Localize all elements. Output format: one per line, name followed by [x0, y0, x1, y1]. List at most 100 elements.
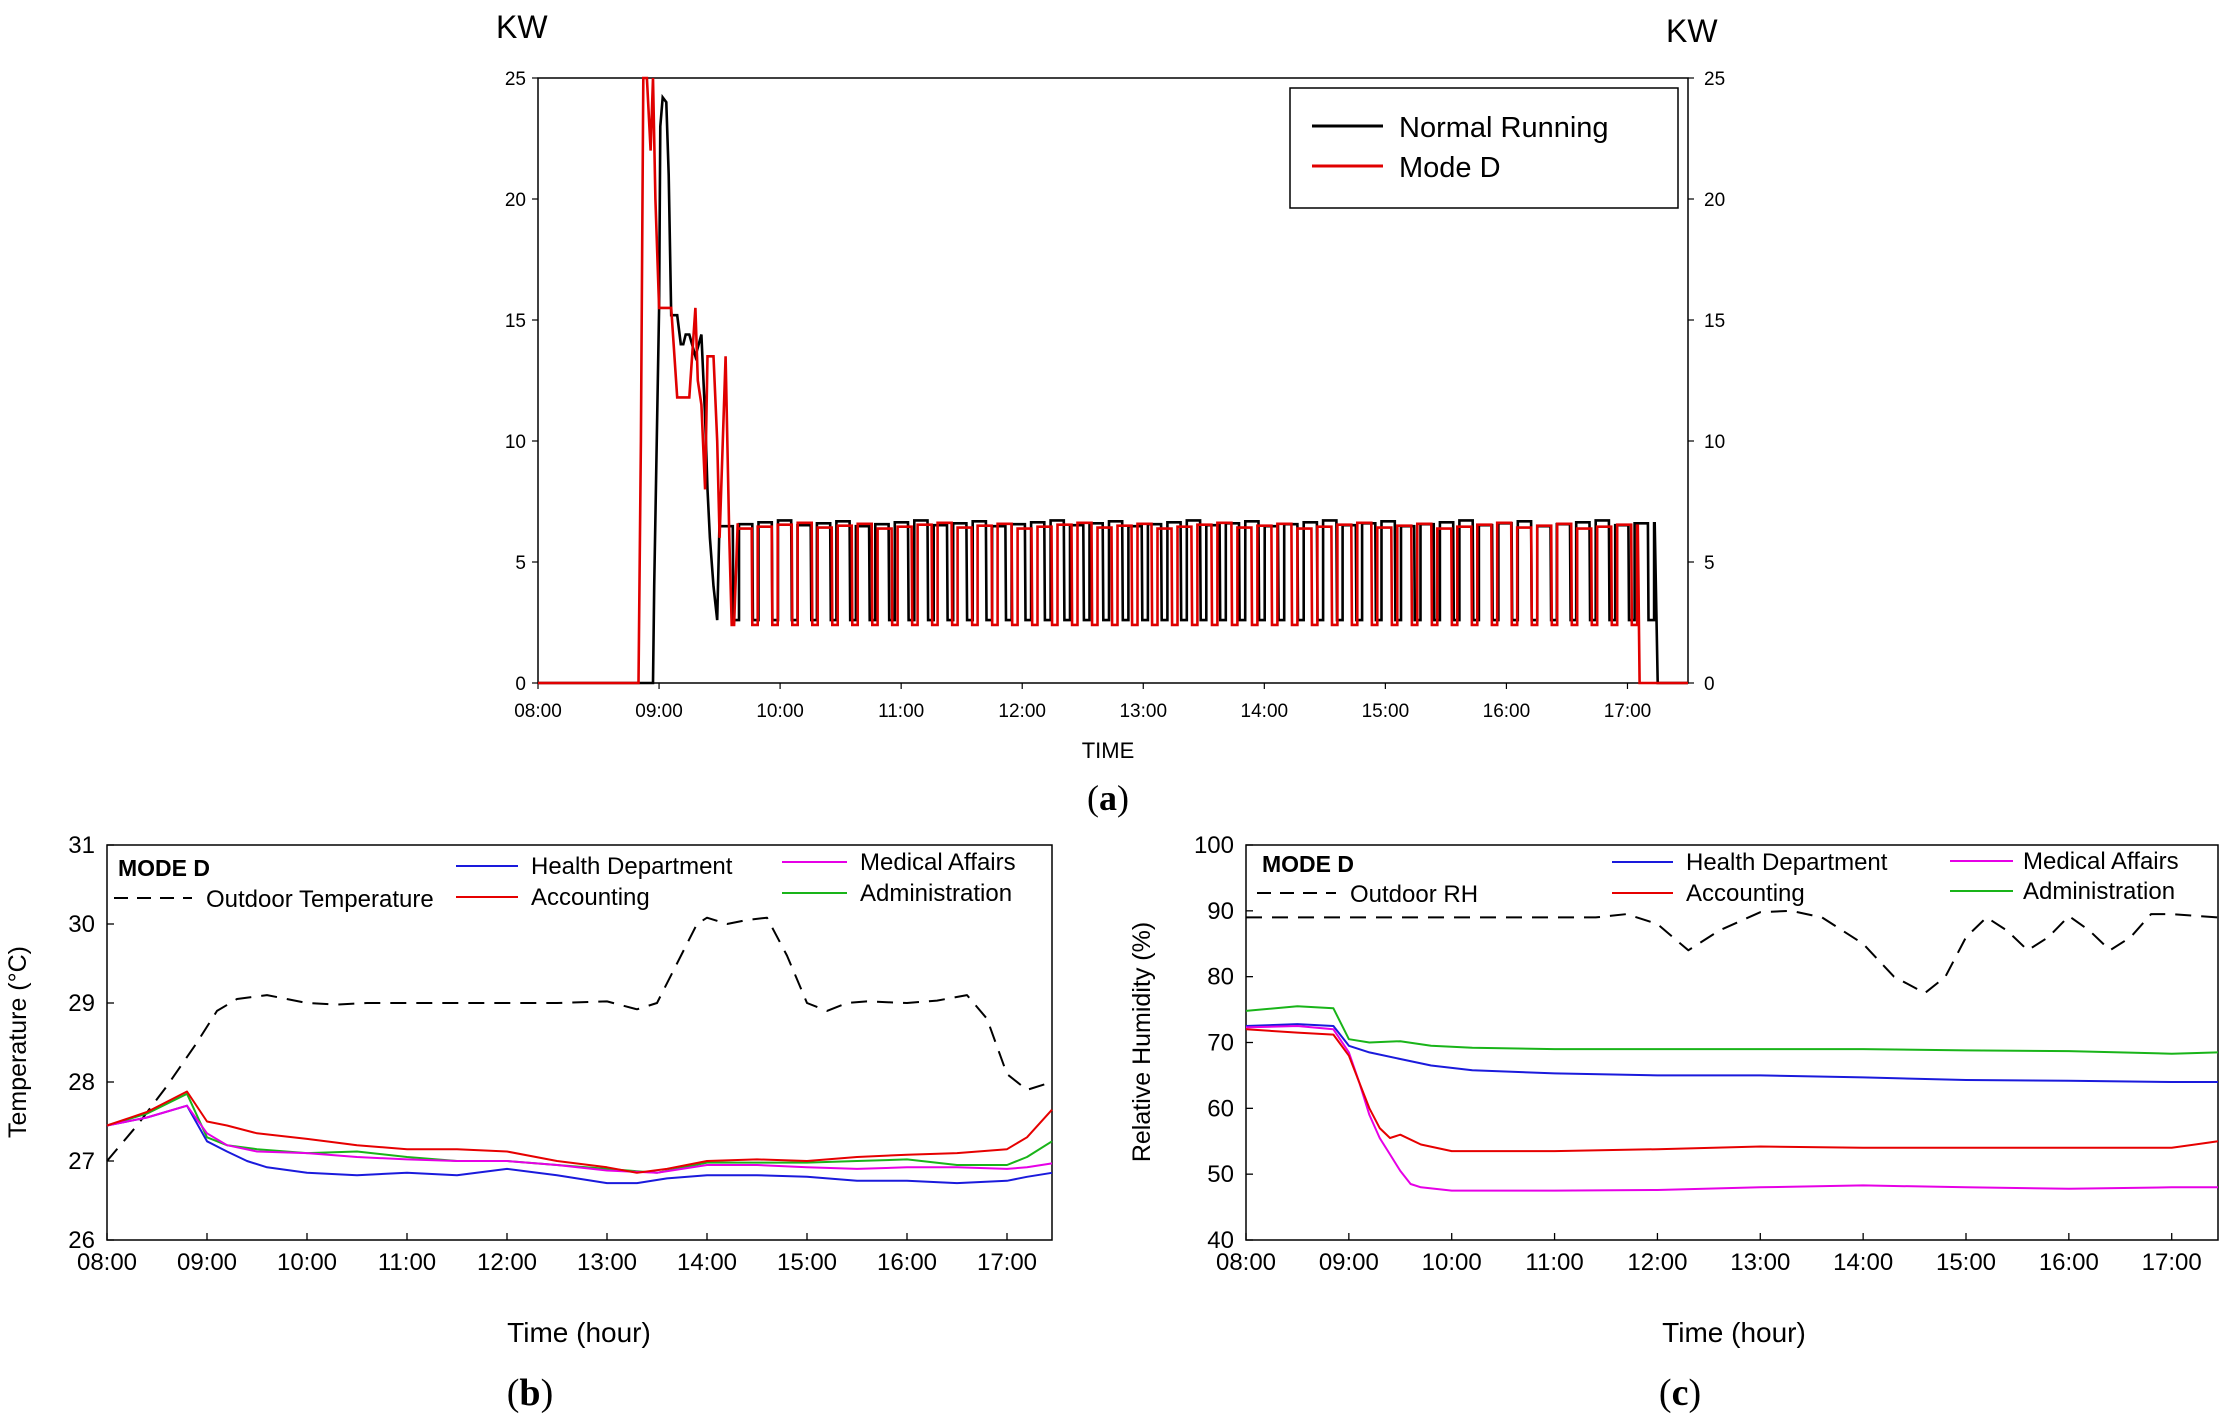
- panel-c-x-tick-label: 12:00: [1627, 1249, 1687, 1276]
- panel-b-x-tick-label: 10:00: [277, 1249, 337, 1276]
- panel-c-x-tick-label: 17:00: [2142, 1249, 2202, 1276]
- panel-a-left-tick-label: 20: [505, 190, 526, 211]
- panel-b-y-tick-label: 30: [68, 911, 95, 938]
- panel-a-right-tick-label: 0: [1704, 674, 1715, 695]
- panel-a-right-tick-label: 15: [1704, 311, 1725, 332]
- panel-a-right-y-ticks: 0 5 10 15 20 25: [1688, 69, 1725, 695]
- panel-b-series-health-department: [106, 1104, 1053, 1185]
- panel-a-series-group: [538, 76, 1688, 685]
- panel-c-x-tick-label: 14:00: [1833, 1249, 1893, 1276]
- panel-c-x-tick-label: 09:00: [1319, 1249, 1379, 1276]
- panel-b-series-accounting: [106, 1090, 1053, 1174]
- panel-a-power-chart: KW KW 0 5 10 15 20 25 0 5 10 15 20 25 08:00 09:00 10…: [496, 9, 1725, 818]
- panel-a-legend-label-mode-d: Mode D: [1399, 152, 1501, 184]
- panel-c-letter: c: [1672, 1372, 1689, 1414]
- panel-a-left-axis-unit: KW: [496, 9, 548, 45]
- panel-b-x-tick-label: 08:00: [77, 1249, 137, 1276]
- panel-b-x-tick-label: 11:00: [378, 1249, 436, 1276]
- panel-a-x-ticks: 08:00 09:00 10:00 11:00 12:00 13:00 14:00 15:00…: [514, 683, 1651, 722]
- panel-c-y-tick-label: 50: [1207, 1161, 1234, 1188]
- panel-c-series-health-department: [1245, 1023, 2218, 1083]
- panel-b-label: (b): [507, 1372, 553, 1414]
- panel-c-legend-label-medical-affairs: Medical Affairs: [2023, 848, 2179, 875]
- panel-c-legend-label-health-department: Health Department: [1686, 849, 1888, 876]
- panel-c-x-tick-label: 08:00: [1216, 1249, 1276, 1276]
- panel-a-series-mode-d: [538, 76, 1688, 685]
- panel-c-series-outdoor-rh: [1246, 909, 2219, 995]
- panel-b-y-tick-label: 29: [68, 990, 95, 1017]
- panel-c-legend-label-accounting: Accounting: [1686, 880, 1805, 907]
- panel-b-y-axis-label: Temperature (°C): [4, 946, 32, 1138]
- panel-c-y-tick-label: 70: [1207, 1030, 1234, 1057]
- panel-c-y-tick-label: 100: [1194, 832, 1234, 859]
- panel-c-inset-title: MODE D: [1262, 851, 1354, 877]
- panel-b-temperature-chart: 26 27 28 29 30 31 08:00 09:00 10:00 11:00 12:00 13…: [4, 832, 1053, 1414]
- panel-a-left-y-ticks: 0 5 10 15 20 25: [505, 69, 538, 695]
- panel-a-left-tick-label: 10: [505, 432, 526, 453]
- panel-b-legend-label-outdoor-temperature: Outdoor Temperature: [206, 886, 434, 913]
- panel-a-right-tick-label: 20: [1704, 190, 1725, 211]
- panel-b-x-tick-label: 13:00: [577, 1249, 637, 1276]
- panel-a-left-tick-label: 5: [515, 553, 526, 574]
- panel-b-y-tick-label: 27: [68, 1148, 95, 1175]
- panel-a-x-tick-label: 10:00: [756, 701, 804, 722]
- panel-a-label: (a): [1087, 778, 1129, 818]
- panel-a-right-tick-label: 5: [1704, 553, 1715, 574]
- panel-a-x-axis-label: TIME: [1082, 738, 1135, 763]
- panel-c-humidity-chart: 40 50 60 70 80 90 100 08:00 09:00 10:00 11:00 12:0…: [1128, 832, 2219, 1414]
- panel-a-right-axis-unit: KW: [1666, 13, 1718, 49]
- panel-c-y-tick-label: 60: [1207, 1095, 1234, 1122]
- panel-c-legend-label-administration: Administration: [2023, 878, 2175, 905]
- panel-c-legend: Outdoor RH Health Department Accounting …: [1257, 848, 2179, 908]
- panel-b-y-tick-label: 26: [68, 1227, 95, 1254]
- panel-b-legend-label-accounting: Accounting: [531, 884, 650, 911]
- panel-c-x-tick-label: 10:00: [1422, 1249, 1482, 1276]
- panel-b-series-medical-affairs: [106, 1104, 1053, 1174]
- panel-a-legend: Normal Running Mode D: [1289, 87, 1679, 209]
- panel-a-left-tick-label: 25: [505, 69, 526, 90]
- panel-c-series-accounting: [1245, 1028, 2219, 1153]
- panel-b-y-tick-label: 31: [68, 832, 95, 859]
- panel-b-x-tick-label: 14:00: [677, 1249, 737, 1276]
- panel-c-x-axis-label: Time (hour): [1662, 1317, 1806, 1348]
- panel-a-right-tick-label: 25: [1704, 69, 1725, 90]
- panel-c-y-tick-label: 90: [1207, 898, 1234, 925]
- panel-c-legend-label-outdoor-rh: Outdoor RH: [1350, 881, 1478, 908]
- panel-c-x-tick-label: 11:00: [1525, 1249, 1583, 1276]
- panel-b-legend: Outdoor Temperature Health Department Ac…: [114, 849, 1016, 913]
- panel-b-x-tick-label: 09:00: [177, 1249, 237, 1276]
- panel-c-y-axis-label: Relative Humidity (%): [1128, 922, 1156, 1162]
- panel-c-x-tick-label: 15:00: [1936, 1249, 1996, 1276]
- panel-a-x-tick-label: 12:00: [998, 701, 1046, 722]
- panel-c-y-ticks: 40 50 60 70 80 90 100: [1194, 832, 1253, 1254]
- panel-b-legend-label-medical-affairs: Medical Affairs: [860, 849, 1016, 876]
- panel-b-inset-title: MODE D: [118, 855, 210, 881]
- panel-a-x-tick-label: 17:00: [1604, 701, 1652, 722]
- panel-a-legend-box: [1289, 87, 1679, 209]
- panel-c-series-administration: [1245, 1005, 2219, 1055]
- panel-c-series-group: [1245, 909, 2219, 1192]
- panel-a-letter: a: [1099, 778, 1117, 818]
- panel-b-y-ticks: 26 27 28 29 30 31: [68, 832, 114, 1254]
- panel-a-x-tick-label: 16:00: [1483, 701, 1531, 722]
- panel-a-x-tick-label: 11:00: [878, 701, 924, 722]
- panel-b-x-tick-label: 15:00: [777, 1249, 837, 1276]
- panel-a-right-tick-label: 10: [1704, 432, 1725, 453]
- panel-b-series-group: [106, 916, 1053, 1185]
- panel-a-plot-frame: [537, 77, 1689, 684]
- panel-a-legend-label-normal-running: Normal Running: [1399, 112, 1609, 144]
- panel-c-label: (c): [1659, 1372, 1701, 1414]
- panel-b-series-outdoor-temperature: [106, 916, 1053, 1162]
- panel-b-x-tick-label: 17:00: [977, 1249, 1037, 1276]
- panel-b-y-tick-label: 28: [68, 1069, 95, 1096]
- panel-c-x-tick-label: 13:00: [1730, 1249, 1790, 1276]
- panel-a-x-tick-label: 15:00: [1362, 701, 1410, 722]
- panel-b-x-tick-label: 12:00: [477, 1249, 537, 1276]
- panel-a-x-tick-label: 08:00: [514, 701, 562, 722]
- panel-a-left-tick-label: 0: [515, 674, 526, 695]
- panel-b-letter: b: [519, 1372, 540, 1414]
- panel-b-legend-label-health-department: Health Department: [531, 853, 733, 880]
- panel-c-x-tick-label: 16:00: [2039, 1249, 2099, 1276]
- panel-b-x-axis-label: Time (hour): [507, 1317, 651, 1348]
